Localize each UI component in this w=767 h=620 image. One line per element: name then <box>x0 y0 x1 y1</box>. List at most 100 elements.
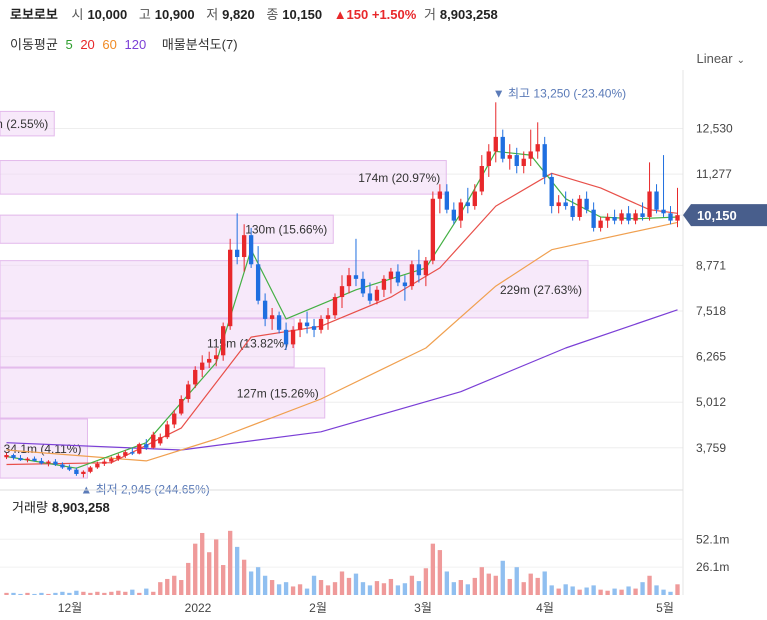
volume-bar <box>116 590 121 595</box>
candle-body <box>179 398 184 414</box>
candle-body <box>67 467 72 470</box>
candle-body <box>374 289 380 301</box>
volume-bar <box>276 584 282 595</box>
volume-bar <box>521 582 526 595</box>
candle-body <box>437 191 443 199</box>
price-header: 로보로보 시 10,000 고 10,900 저 9,820 종 10,150 ▲150… <box>10 4 506 23</box>
volume-bar <box>179 580 184 595</box>
candle-body <box>46 461 51 464</box>
volume-profile-bar <box>0 214 334 244</box>
candle-body <box>367 293 373 301</box>
candle-body <box>297 322 303 330</box>
volume-bar <box>32 593 37 595</box>
volume-bar <box>290 586 296 595</box>
volume-bar <box>186 562 191 595</box>
candle-body <box>81 471 86 474</box>
volume-profile-bar <box>0 318 295 368</box>
y-tick-label: 12,530 <box>696 122 733 136</box>
candle-body <box>605 216 610 221</box>
volume-bar <box>556 588 561 595</box>
ma20-label: 20 <box>80 37 95 52</box>
volume-tick-label: 26.1m <box>696 560 729 574</box>
low-value: 9,820 <box>222 7 255 22</box>
close-value: 10,150 <box>282 7 323 22</box>
volume-bar <box>165 578 170 595</box>
volume-profile-label: 174m (20.97%) <box>358 171 440 185</box>
candle-body <box>241 235 247 258</box>
volume-bar <box>39 592 44 595</box>
candle-body <box>88 467 93 472</box>
candle-body <box>388 271 394 279</box>
candle-body <box>395 271 401 283</box>
volume-bar <box>311 575 317 595</box>
candle-body <box>500 136 505 159</box>
candle-body <box>430 198 436 261</box>
candle-body <box>102 461 107 464</box>
volume-bar <box>374 581 380 595</box>
change-value: ▲150 +1.50% <box>333 7 417 22</box>
candle-body <box>535 144 540 152</box>
ma60-label: 60 <box>102 37 117 52</box>
candle-body <box>11 455 16 458</box>
candle-body <box>451 209 457 221</box>
volume-bar <box>416 581 422 595</box>
volume-bar <box>318 580 324 595</box>
ma120-line <box>6 309 678 451</box>
volume-profile-bar <box>0 110 55 137</box>
volume-bar <box>81 591 86 595</box>
volume-bar <box>304 588 310 595</box>
y-tick-label: 11,277 <box>696 167 732 181</box>
volume-bar <box>360 582 366 595</box>
volume-bar <box>95 591 100 595</box>
volume-bar <box>402 583 408 595</box>
close-label: 종 <box>266 7 279 22</box>
volume-bar <box>479 567 484 595</box>
volume-bar <box>605 590 610 595</box>
candle-body <box>528 151 533 159</box>
volume-bar <box>248 571 254 595</box>
volume-bar <box>577 589 582 595</box>
indicator-legend[interactable]: 이동평균 5 20 60 120 매물분석도(7) <box>10 34 242 53</box>
volume-bar <box>109 591 114 595</box>
candle-body <box>521 158 526 167</box>
volume-bar <box>500 560 505 595</box>
volume-bar <box>158 582 163 595</box>
candle-body <box>269 315 275 319</box>
volume-bar <box>339 571 345 595</box>
candle-body <box>60 464 65 468</box>
candle-body <box>647 191 652 217</box>
candle-body <box>18 457 23 461</box>
volume-bar <box>423 568 429 595</box>
candle-body <box>493 136 498 152</box>
candle-body <box>423 260 429 276</box>
volume-bar <box>633 588 638 595</box>
volume-tick-label: 52.1m <box>696 532 729 546</box>
candle-body <box>325 315 331 319</box>
volume-profile-bar <box>0 418 88 479</box>
candle-body <box>465 202 470 207</box>
y-tick-label: 5,012 <box>696 395 726 409</box>
scale-dropdown[interactable]: Linear ⌄ <box>696 51 745 66</box>
volume-value: 8,903,258 <box>439 7 498 22</box>
volume-profile-label: 매물분석도(7) <box>161 37 238 52</box>
candle-body <box>304 322 310 327</box>
volume-bar <box>661 589 666 595</box>
candle-body <box>74 469 79 474</box>
volume-bar <box>325 585 331 595</box>
candle-body <box>353 275 359 279</box>
volume-bar <box>151 591 156 595</box>
candle-body <box>234 249 240 258</box>
volume-bar <box>654 585 659 595</box>
scale-label: Linear <box>696 51 733 66</box>
volume-bar <box>486 573 491 595</box>
volume-bar <box>430 543 436 595</box>
y-tick-label: 8,771 <box>696 258 726 272</box>
ma5-label: 5 <box>65 37 73 52</box>
candle-body <box>193 369 198 385</box>
candle-body <box>248 235 254 265</box>
volume-bar <box>591 585 596 595</box>
volume-bar <box>675 584 680 595</box>
volume-bar <box>619 589 624 595</box>
open-value: 10,000 <box>87 7 128 22</box>
